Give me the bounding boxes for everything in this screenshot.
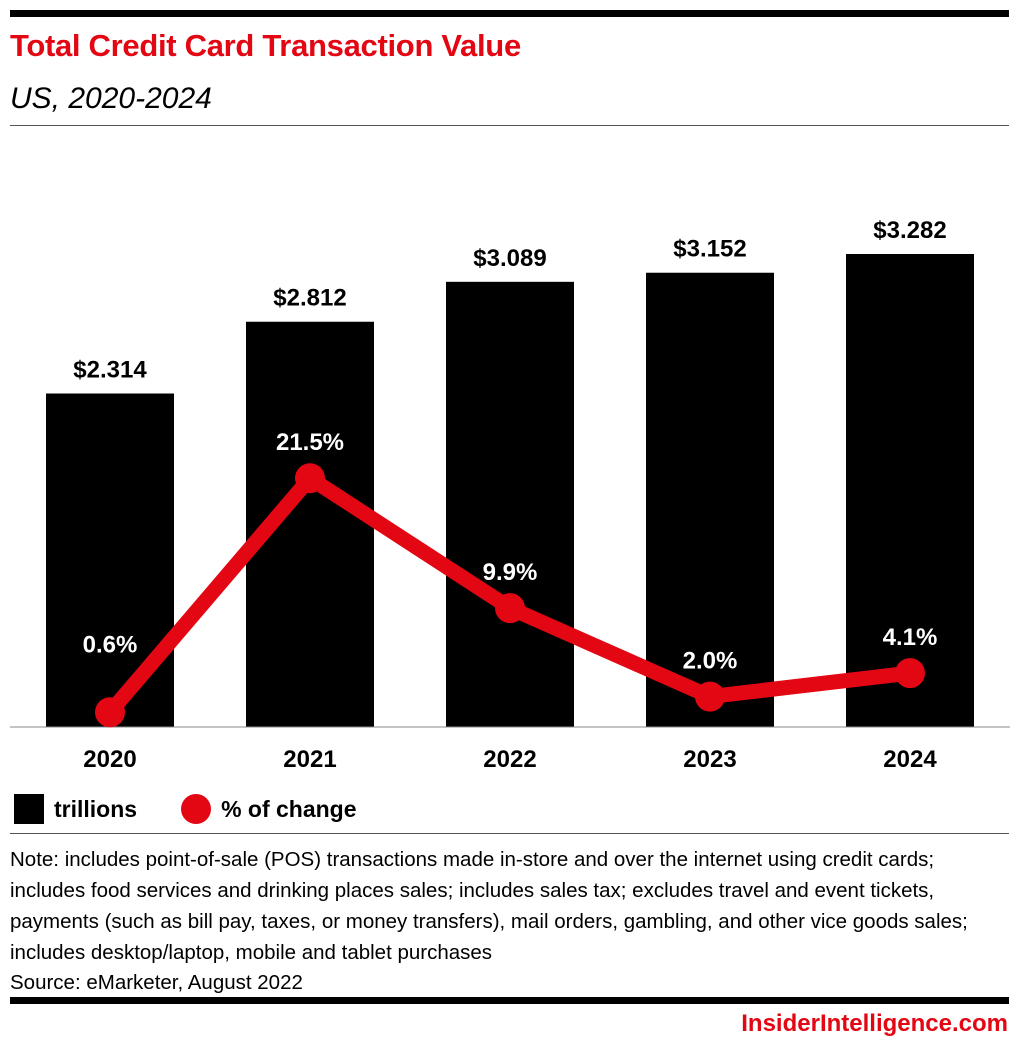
x-tick-label-2023: 2023 — [683, 746, 736, 773]
bar-2022 — [446, 281, 574, 727]
chart-title: Total Credit Card Transaction Value — [10, 28, 521, 63]
x-tick-label-2020: 2020 — [83, 746, 136, 773]
combo-chart: $2.314 $2.812 $3.089 $3.152 $3.282 2020 2021 20… — [10, 217, 1010, 773]
change-label-2024: 4.1% — [883, 624, 938, 651]
footnote: Note: includes point-of-sale (POS) trans… — [10, 848, 968, 964]
bar-2023 — [646, 272, 774, 727]
legend: trillions % of change — [14, 793, 401, 825]
legend-item-trillions: trillions — [14, 794, 137, 824]
change-point-2023 — [695, 681, 725, 712]
legend-label-change: % of change — [221, 795, 357, 822]
bottom-rule — [10, 997, 1009, 1004]
legend-label-trillions: trillions — [54, 795, 138, 822]
bar-value-label-2022: $3.089 — [473, 245, 546, 272]
header-divider — [10, 125, 1009, 126]
legend-item-change: % of change — [181, 794, 357, 824]
top-rule — [10, 10, 1009, 17]
change-point-2022 — [495, 593, 525, 624]
x-tick-label-2022: 2022 — [483, 746, 536, 773]
x-tick-label-2021: 2021 — [283, 746, 336, 773]
change-point-2021 — [295, 463, 325, 494]
change-label-2021: 21.5% — [276, 429, 344, 456]
brand-logo-text: InsiderIntelligence.com — [741, 1010, 1008, 1037]
legend-swatch-dot — [181, 794, 212, 824]
source-line: Source: eMarketer, August 2022 — [10, 971, 303, 994]
bar-value-label-2021: $2.812 — [273, 285, 346, 312]
change-label-2020: 0.6% — [83, 631, 138, 658]
legend-divider — [10, 833, 1009, 834]
bar-value-label-2023: $3.152 — [673, 236, 746, 263]
legend-swatch-bar — [14, 794, 44, 824]
change-point-2024 — [895, 658, 925, 689]
bar-2020 — [46, 393, 174, 727]
chart-subtitle: US, 2020-2024 — [10, 82, 212, 115]
change-label-2023: 2.0% — [683, 648, 738, 675]
bar-2024 — [846, 254, 974, 727]
change-label-2022: 9.9% — [483, 559, 538, 586]
change-point-2020 — [95, 697, 125, 728]
bar-value-label-2024: $3.282 — [873, 217, 946, 244]
bar-value-label-2020: $2.314 — [73, 357, 147, 384]
x-tick-label-2024: 2024 — [883, 746, 937, 773]
